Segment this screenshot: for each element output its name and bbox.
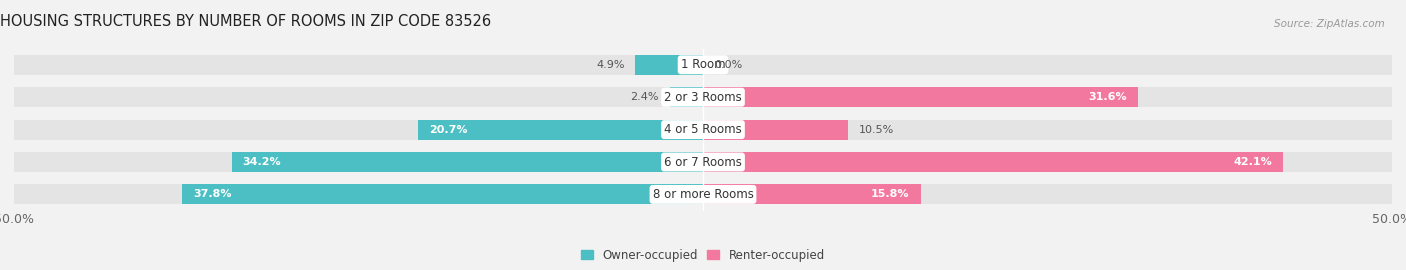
Text: 0.0%: 0.0%	[714, 60, 742, 70]
Bar	[669, 87, 703, 107]
Text: 31.6%: 31.6%	[1088, 92, 1128, 102]
Bar	[703, 184, 1392, 204]
Bar	[14, 184, 703, 204]
Bar	[703, 87, 1392, 107]
Text: HOUSING STRUCTURES BY NUMBER OF ROOMS IN ZIP CODE 83526: HOUSING STRUCTURES BY NUMBER OF ROOMS IN…	[0, 14, 492, 29]
Text: 8 or more Rooms: 8 or more Rooms	[652, 188, 754, 201]
Text: 1 Room: 1 Room	[681, 58, 725, 71]
Text: 6 or 7 Rooms: 6 or 7 Rooms	[664, 156, 742, 168]
Bar	[636, 55, 703, 75]
Text: 15.8%: 15.8%	[872, 189, 910, 200]
Text: 37.8%: 37.8%	[193, 189, 232, 200]
Text: Source: ZipAtlas.com: Source: ZipAtlas.com	[1274, 19, 1385, 29]
Bar	[14, 152, 703, 172]
Bar	[232, 152, 703, 172]
Text: 20.7%: 20.7%	[429, 124, 467, 135]
Bar	[418, 120, 703, 140]
Bar	[703, 152, 1392, 172]
Text: 4 or 5 Rooms: 4 or 5 Rooms	[664, 123, 742, 136]
Bar	[703, 55, 1392, 75]
Text: 2 or 3 Rooms: 2 or 3 Rooms	[664, 91, 742, 104]
Text: 10.5%: 10.5%	[859, 124, 894, 135]
Text: 2.4%: 2.4%	[630, 92, 659, 102]
Text: 34.2%: 34.2%	[243, 157, 281, 167]
Bar	[14, 120, 703, 140]
Bar	[703, 87, 1139, 107]
Bar	[183, 184, 703, 204]
Text: 4.9%: 4.9%	[596, 60, 624, 70]
Bar	[703, 152, 1284, 172]
Bar	[703, 120, 848, 140]
Bar	[14, 87, 703, 107]
Bar	[703, 120, 1392, 140]
Text: 42.1%: 42.1%	[1233, 157, 1272, 167]
Bar	[703, 184, 921, 204]
Legend: Owner-occupied, Renter-occupied: Owner-occupied, Renter-occupied	[576, 244, 830, 266]
Bar	[14, 55, 703, 75]
